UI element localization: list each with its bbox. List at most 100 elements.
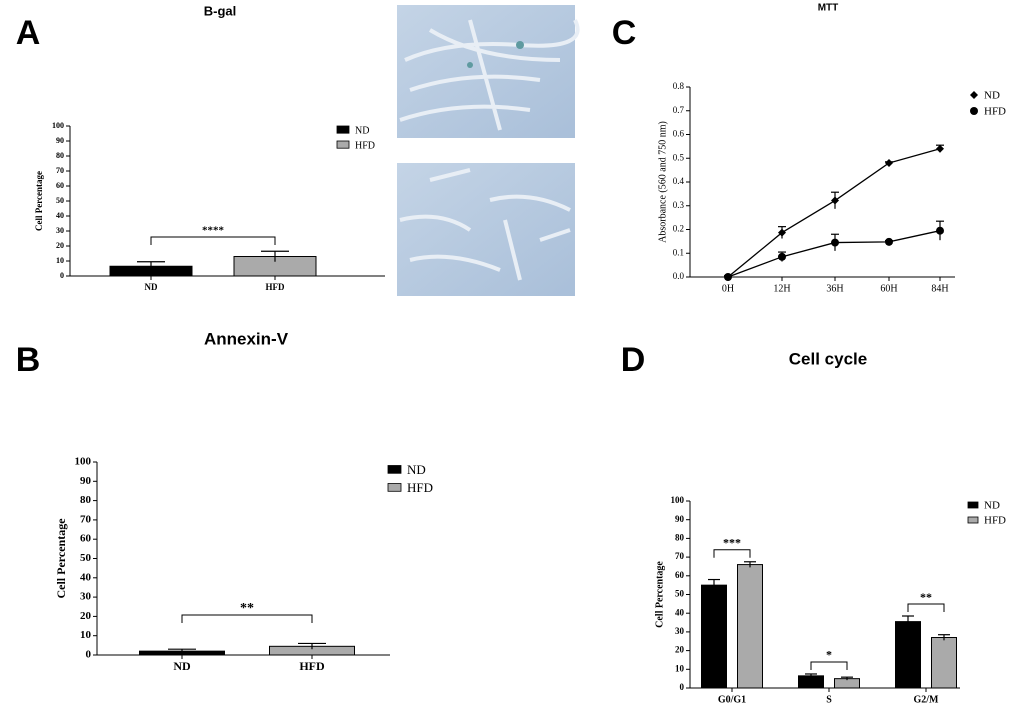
micrograph-bottom	[397, 163, 575, 296]
y-axis-label: Cell Percentage	[54, 518, 68, 599]
y-tick-label: 30	[56, 226, 64, 235]
significance-label: **	[240, 601, 254, 616]
y-tick-label: 0.7	[673, 105, 685, 115]
panel-letter: C	[612, 14, 637, 52]
y-tick-label: 90	[56, 136, 64, 145]
x-tick-label: G2/M	[914, 694, 940, 705]
x-tick-label: 36H	[826, 283, 843, 294]
significance-label: **	[920, 590, 932, 604]
legend-label: HFD	[407, 480, 433, 495]
y-tick-label: 10	[56, 256, 64, 265]
y-tick-label: 0.6	[673, 129, 685, 139]
significance-bracket	[181, 614, 313, 623]
y-tick-label: 100	[52, 121, 64, 130]
y-axis-label: Cell Percentage	[654, 561, 665, 628]
y-tick-label: 50	[56, 196, 64, 205]
bar	[895, 621, 921, 689]
legend-marker	[970, 107, 978, 115]
significance-bracket	[810, 661, 848, 670]
y-tick-label: 60	[56, 181, 64, 190]
point	[936, 226, 944, 235]
point	[885, 159, 893, 167]
y-tick-label: 0.4	[673, 176, 685, 186]
y-tick-label: 0.8	[673, 81, 685, 91]
y-tick-label: 70	[675, 551, 685, 561]
y-tick-label: 40	[80, 571, 92, 583]
bar	[701, 584, 727, 689]
legend-label: ND	[984, 500, 1000, 512]
y-tick-label: 30	[80, 591, 92, 603]
bar	[931, 637, 957, 689]
bar	[737, 564, 763, 689]
significance-bracket	[150, 236, 276, 245]
point	[885, 237, 893, 246]
x-tick-label: ND	[173, 659, 191, 673]
y-tick-label: 50	[80, 552, 92, 564]
x-tick-label: 84H	[931, 283, 948, 294]
y-axis-label: Cell Percentage	[34, 171, 44, 231]
chart-title: B-gal	[204, 3, 237, 18]
y-tick-label: 70	[56, 166, 64, 175]
y-axis-label: Absorbance (560 and 750 nm)	[657, 121, 668, 243]
y-tick-label: 20	[56, 241, 64, 250]
x-tick-label: 60H	[880, 283, 897, 294]
y-tick-label: 80	[675, 532, 685, 542]
y-tick-label: 100	[671, 495, 685, 505]
y-tick-label: 70	[80, 513, 92, 525]
legend-label: HFD	[984, 106, 1006, 118]
y-tick-label: 0.1	[673, 247, 684, 257]
y-tick-label: 0.5	[673, 152, 685, 162]
legend-swatch	[387, 483, 402, 492]
point	[936, 144, 944, 153]
point	[831, 196, 839, 205]
significance-label: *	[826, 648, 832, 662]
point	[724, 273, 732, 281]
y-tick-label: 40	[56, 211, 64, 220]
x-tick-label: HFD	[299, 659, 325, 673]
x-tick-label: ND	[145, 282, 158, 292]
chart-title: Cell cycle	[789, 349, 867, 368]
y-tick-label: 0	[86, 649, 92, 661]
significance-bracket	[713, 549, 751, 558]
y-tick-label: 90	[675, 514, 685, 524]
x-tick-label: 0H	[722, 283, 734, 294]
legend-swatch	[967, 516, 979, 524]
line	[727, 148, 941, 278]
x-tick-label: HFD	[266, 282, 285, 292]
y-tick-label: 0.2	[673, 224, 684, 234]
y-tick-label: 100	[75, 456, 92, 468]
x-tick-label: 12H	[773, 283, 790, 294]
legend-label: ND	[355, 125, 369, 136]
legend-label: HFD	[355, 140, 375, 151]
x-tick-label: G0/G1	[718, 694, 746, 705]
point	[831, 238, 839, 247]
y-tick-label: 0	[60, 271, 64, 280]
panel-letter: D	[621, 341, 646, 379]
y-tick-label: 20	[675, 645, 685, 655]
y-tick-label: 80	[80, 494, 92, 506]
y-tick-label: 60	[80, 533, 92, 545]
significance-label: ****	[202, 225, 225, 237]
y-tick-label: 50	[675, 589, 685, 599]
y-tick-label: 10	[80, 629, 92, 641]
legend-swatch	[336, 125, 350, 134]
chart-title: MTT	[818, 3, 839, 14]
y-tick-label: 0.0	[673, 271, 685, 281]
y-tick-label: 0.3	[673, 200, 685, 210]
legend-swatch	[336, 140, 350, 149]
y-tick-label: 10	[675, 663, 685, 673]
line	[727, 230, 941, 278]
legend-label: ND	[984, 90, 1000, 102]
significance-label: ***	[723, 536, 741, 550]
y-tick-label: 60	[675, 570, 685, 580]
y-tick-label: 90	[80, 475, 92, 487]
x-tick-label: S	[826, 694, 832, 705]
y-tick-label: 0	[680, 682, 685, 692]
y-tick-label: 20	[80, 610, 92, 622]
legend-label: ND	[407, 462, 426, 477]
y-tick-label: 80	[56, 151, 64, 160]
micrograph-top	[397, 5, 580, 138]
y-tick-label: 30	[675, 626, 685, 636]
y-tick-label: 40	[675, 607, 685, 617]
legend-label: HFD	[984, 515, 1006, 527]
